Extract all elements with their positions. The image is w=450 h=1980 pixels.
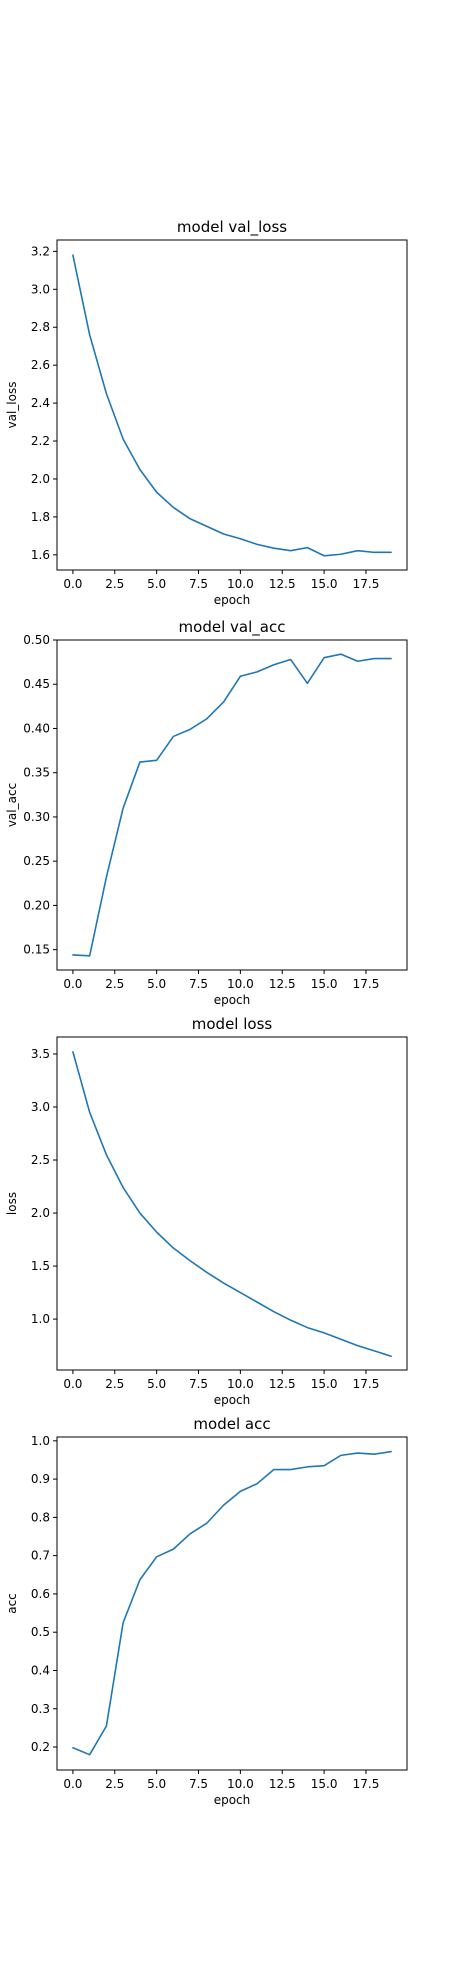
y-axis-label: val_loss	[5, 382, 19, 429]
chart-1: model val_loss 0.0 2.5 5.0 7.5 10.0 12.5 15.0 17…	[5, 218, 408, 607]
y-tick-label: 2.6	[31, 358, 50, 372]
y-tick-label: 0.5	[31, 1625, 50, 1639]
axes-frame	[56, 239, 408, 571]
y-tick-label: 0.50	[23, 633, 50, 647]
x-tick-label: 12.5	[269, 577, 296, 591]
y-axis-label: loss	[5, 1192, 19, 1215]
x-tick-label: 12.5	[269, 977, 296, 991]
x-tick-label: 2.5	[105, 1777, 124, 1791]
x-tick-label: 17.5	[353, 1777, 380, 1791]
x-axis-label: epoch	[214, 993, 251, 1007]
y-tick-label: 0.20	[23, 898, 50, 912]
y-tick-label: 3.0	[31, 1100, 50, 1114]
x-tick-label: 10.0	[227, 977, 254, 991]
series-line	[72, 254, 392, 557]
y-tick-label: 1.8	[31, 510, 50, 524]
y-tick-label: 0.30	[23, 810, 50, 824]
series-line	[72, 653, 392, 957]
x-tick-label: 12.5	[269, 1777, 296, 1791]
x-tick-label: 0.0	[63, 977, 82, 991]
y-tick-label: 0.8	[31, 1510, 50, 1524]
y-tick-label: 2.0	[31, 472, 50, 486]
x-tick-label: 0.0	[63, 577, 82, 591]
y-tick-label: 0.15	[23, 943, 50, 957]
y-tick-label: 0.2	[31, 1740, 50, 1754]
y-tick-label: 2.0	[31, 1206, 50, 1220]
x-axis-label: epoch	[214, 1793, 251, 1807]
x-tick-label: 5.0	[147, 1777, 166, 1791]
x-tick-label: 10.0	[227, 1377, 254, 1391]
y-tick-label: 0.45	[23, 677, 50, 691]
x-tick-label: 15.0	[311, 1377, 338, 1391]
y-tick-label: 0.6	[31, 1587, 50, 1601]
y-tick-label: 0.40	[23, 721, 50, 735]
y-tick-label: 1.0	[31, 1434, 50, 1448]
chart-3: model loss 0.0 2.5 5.0 7.5 10.0 12.5 15.0 17.5 1.…	[5, 1015, 408, 1407]
x-axis-label: epoch	[214, 1393, 251, 1407]
x-tick-label: 7.5	[189, 977, 208, 991]
chart-4: model acc 0.0 2.5 5.0 7.5 10.0 12.5 15.0 17.5 0.2…	[5, 1415, 408, 1807]
x-tick-label: 5.0	[147, 1377, 166, 1391]
x-tick-label: 0.0	[63, 1777, 82, 1791]
y-tick-label: 3.2	[31, 244, 50, 258]
series-line	[72, 1051, 392, 1358]
axes-frame	[56, 1436, 408, 1771]
x-tick-label: 10.0	[227, 1777, 254, 1791]
x-tick-label: 2.5	[105, 577, 124, 591]
chart-2: model val_acc 0.0 2.5 5.0 7.5 10.0 12.5 15.0 17.…	[5, 618, 408, 1007]
y-tick-label: 0.35	[23, 766, 50, 780]
y-tick-label: 0.9	[31, 1472, 50, 1486]
series-line	[72, 1450, 392, 1756]
x-tick-label: 5.0	[147, 977, 166, 991]
y-axis-label: acc	[5, 1593, 19, 1614]
chart-title: model acc	[193, 1415, 270, 1433]
x-tick-label: 0.0	[63, 1377, 82, 1391]
y-tick-label: 3.5	[31, 1047, 50, 1061]
x-tick-label: 15.0	[311, 577, 338, 591]
y-tick-label: 0.4	[31, 1663, 50, 1677]
x-tick-label: 17.5	[353, 1377, 380, 1391]
x-tick-label: 7.5	[189, 1377, 208, 1391]
x-tick-label: 7.5	[189, 577, 208, 591]
chart-title: model val_loss	[177, 218, 287, 237]
x-tick-label: 2.5	[105, 977, 124, 991]
x-tick-label: 2.5	[105, 1377, 124, 1391]
y-tick-label: 0.3	[31, 1702, 50, 1716]
x-tick-label: 17.5	[353, 977, 380, 991]
x-tick-label: 5.0	[147, 577, 166, 591]
y-tick-label: 0.25	[23, 854, 50, 868]
x-tick-label: 7.5	[189, 1777, 208, 1791]
y-tick-label: 2.2	[31, 434, 50, 448]
x-tick-label: 12.5	[269, 1377, 296, 1391]
x-axis-label: epoch	[214, 593, 251, 607]
y-tick-label: 1.0	[31, 1312, 50, 1326]
chart-title: model val_acc	[179, 618, 286, 637]
axes-frame	[56, 639, 408, 971]
y-tick-label: 2.5	[31, 1153, 50, 1167]
x-tick-label: 17.5	[353, 577, 380, 591]
y-tick-label: 2.8	[31, 320, 50, 334]
y-tick-label: 2.4	[31, 396, 50, 410]
y-tick-label: 1.6	[31, 548, 50, 562]
x-tick-label: 15.0	[311, 1777, 338, 1791]
chart-title: model loss	[192, 1015, 273, 1033]
y-tick-label: 1.5	[31, 1259, 50, 1273]
y-tick-label: 0.7	[31, 1549, 50, 1563]
x-tick-label: 10.0	[227, 577, 254, 591]
y-axis-label: val_acc	[5, 783, 19, 827]
axes-frame	[56, 1036, 408, 1371]
x-tick-label: 15.0	[311, 977, 338, 991]
y-tick-label: 3.0	[31, 282, 50, 296]
